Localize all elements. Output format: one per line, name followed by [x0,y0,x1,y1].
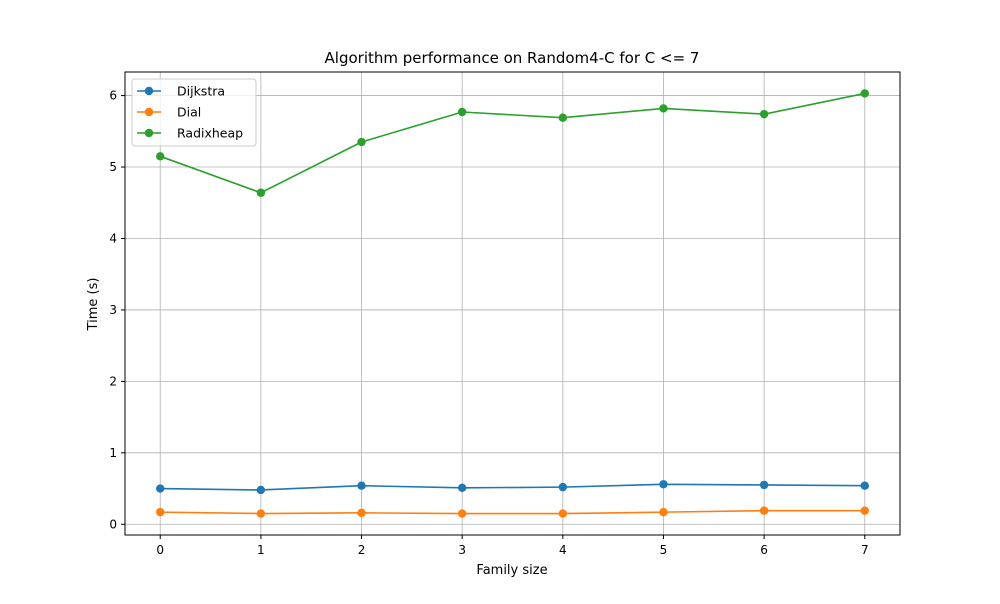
legend-swatch-marker [144,107,154,117]
y-tick-label: 3 [109,303,117,317]
legend-swatch-marker [144,128,154,138]
y-tick-label: 2 [109,374,117,388]
data-point-dijkstra [156,484,165,493]
x-tick-label: 4 [559,543,567,557]
x-axis-label: Family size [476,563,547,578]
legend-label: Radixheap [177,126,243,141]
legend-box [131,78,257,147]
legend-label: Dijkstra [177,84,225,99]
data-point-dijkstra [558,482,568,492]
data-point-dial [357,508,366,518]
data-point-radixheap [759,109,769,119]
x-tick-label: 6 [760,543,768,557]
x-tick-label: 5 [660,543,668,557]
data-point-dijkstra [457,483,467,493]
series-line-dial [160,509,865,515]
data-point-dial [457,509,467,518]
y-axis: 0 1 2 3 4 5 6 [109,89,125,531]
legend-item-radixheap: Radixheap [137,126,243,141]
x-axis: 0 1 2 3 4 5 6 7 [156,535,869,557]
grid-lines [125,72,900,535]
series-dijkstra [156,480,869,495]
y-tick-label: 5 [109,160,117,174]
data-point-dijkstra [759,480,769,490]
data-point-dial [759,506,769,515]
data-point-radixheap [156,152,165,161]
chart-title: Algorithm performance on Random4-C for C… [325,49,700,67]
x-tick-label: 0 [156,543,164,557]
data-point-dial [156,507,165,517]
data-point-dial [860,506,869,515]
data-point-radixheap [457,107,467,117]
data-point-radixheap [256,188,266,197]
y-tick-label: 1 [109,446,117,460]
data-point-dial [558,509,568,518]
legend-label: Dial [177,105,201,120]
data-point-dial [256,509,266,518]
data-point-radixheap [558,113,568,122]
data-point-dijkstra [357,481,366,490]
y-tick-label: 0 [109,517,117,531]
plot-frame [124,71,901,536]
data-point-dijkstra [256,485,266,495]
y-tick-label: 4 [109,231,117,245]
x-tick-label: 1 [257,543,265,557]
data-point-radixheap [357,137,366,147]
data-point-dijkstra [860,481,869,490]
data-point-radixheap [860,89,869,98]
x-tick-label: 3 [458,543,466,557]
data-point-dial [659,507,668,517]
x-tick-label: 2 [358,543,366,557]
y-tick-label: 6 [109,89,117,103]
series-line-dijkstra [160,483,865,491]
legend: Dijkstra Dial Radixheap [131,78,257,147]
series-radixheap [156,89,869,197]
y-axis-label: Time (s) [86,278,101,332]
series-dial [156,506,869,518]
data-point-radixheap [659,104,668,113]
legend-swatch-marker [144,86,154,96]
x-tick-label: 7 [861,543,869,557]
series-layer [156,89,869,518]
legend-item-dial: Dial [137,105,201,120]
series-line-radixheap [159,92,865,194]
data-point-dijkstra [659,480,668,489]
legend-item-dijkstra: Dijkstra [137,84,225,99]
